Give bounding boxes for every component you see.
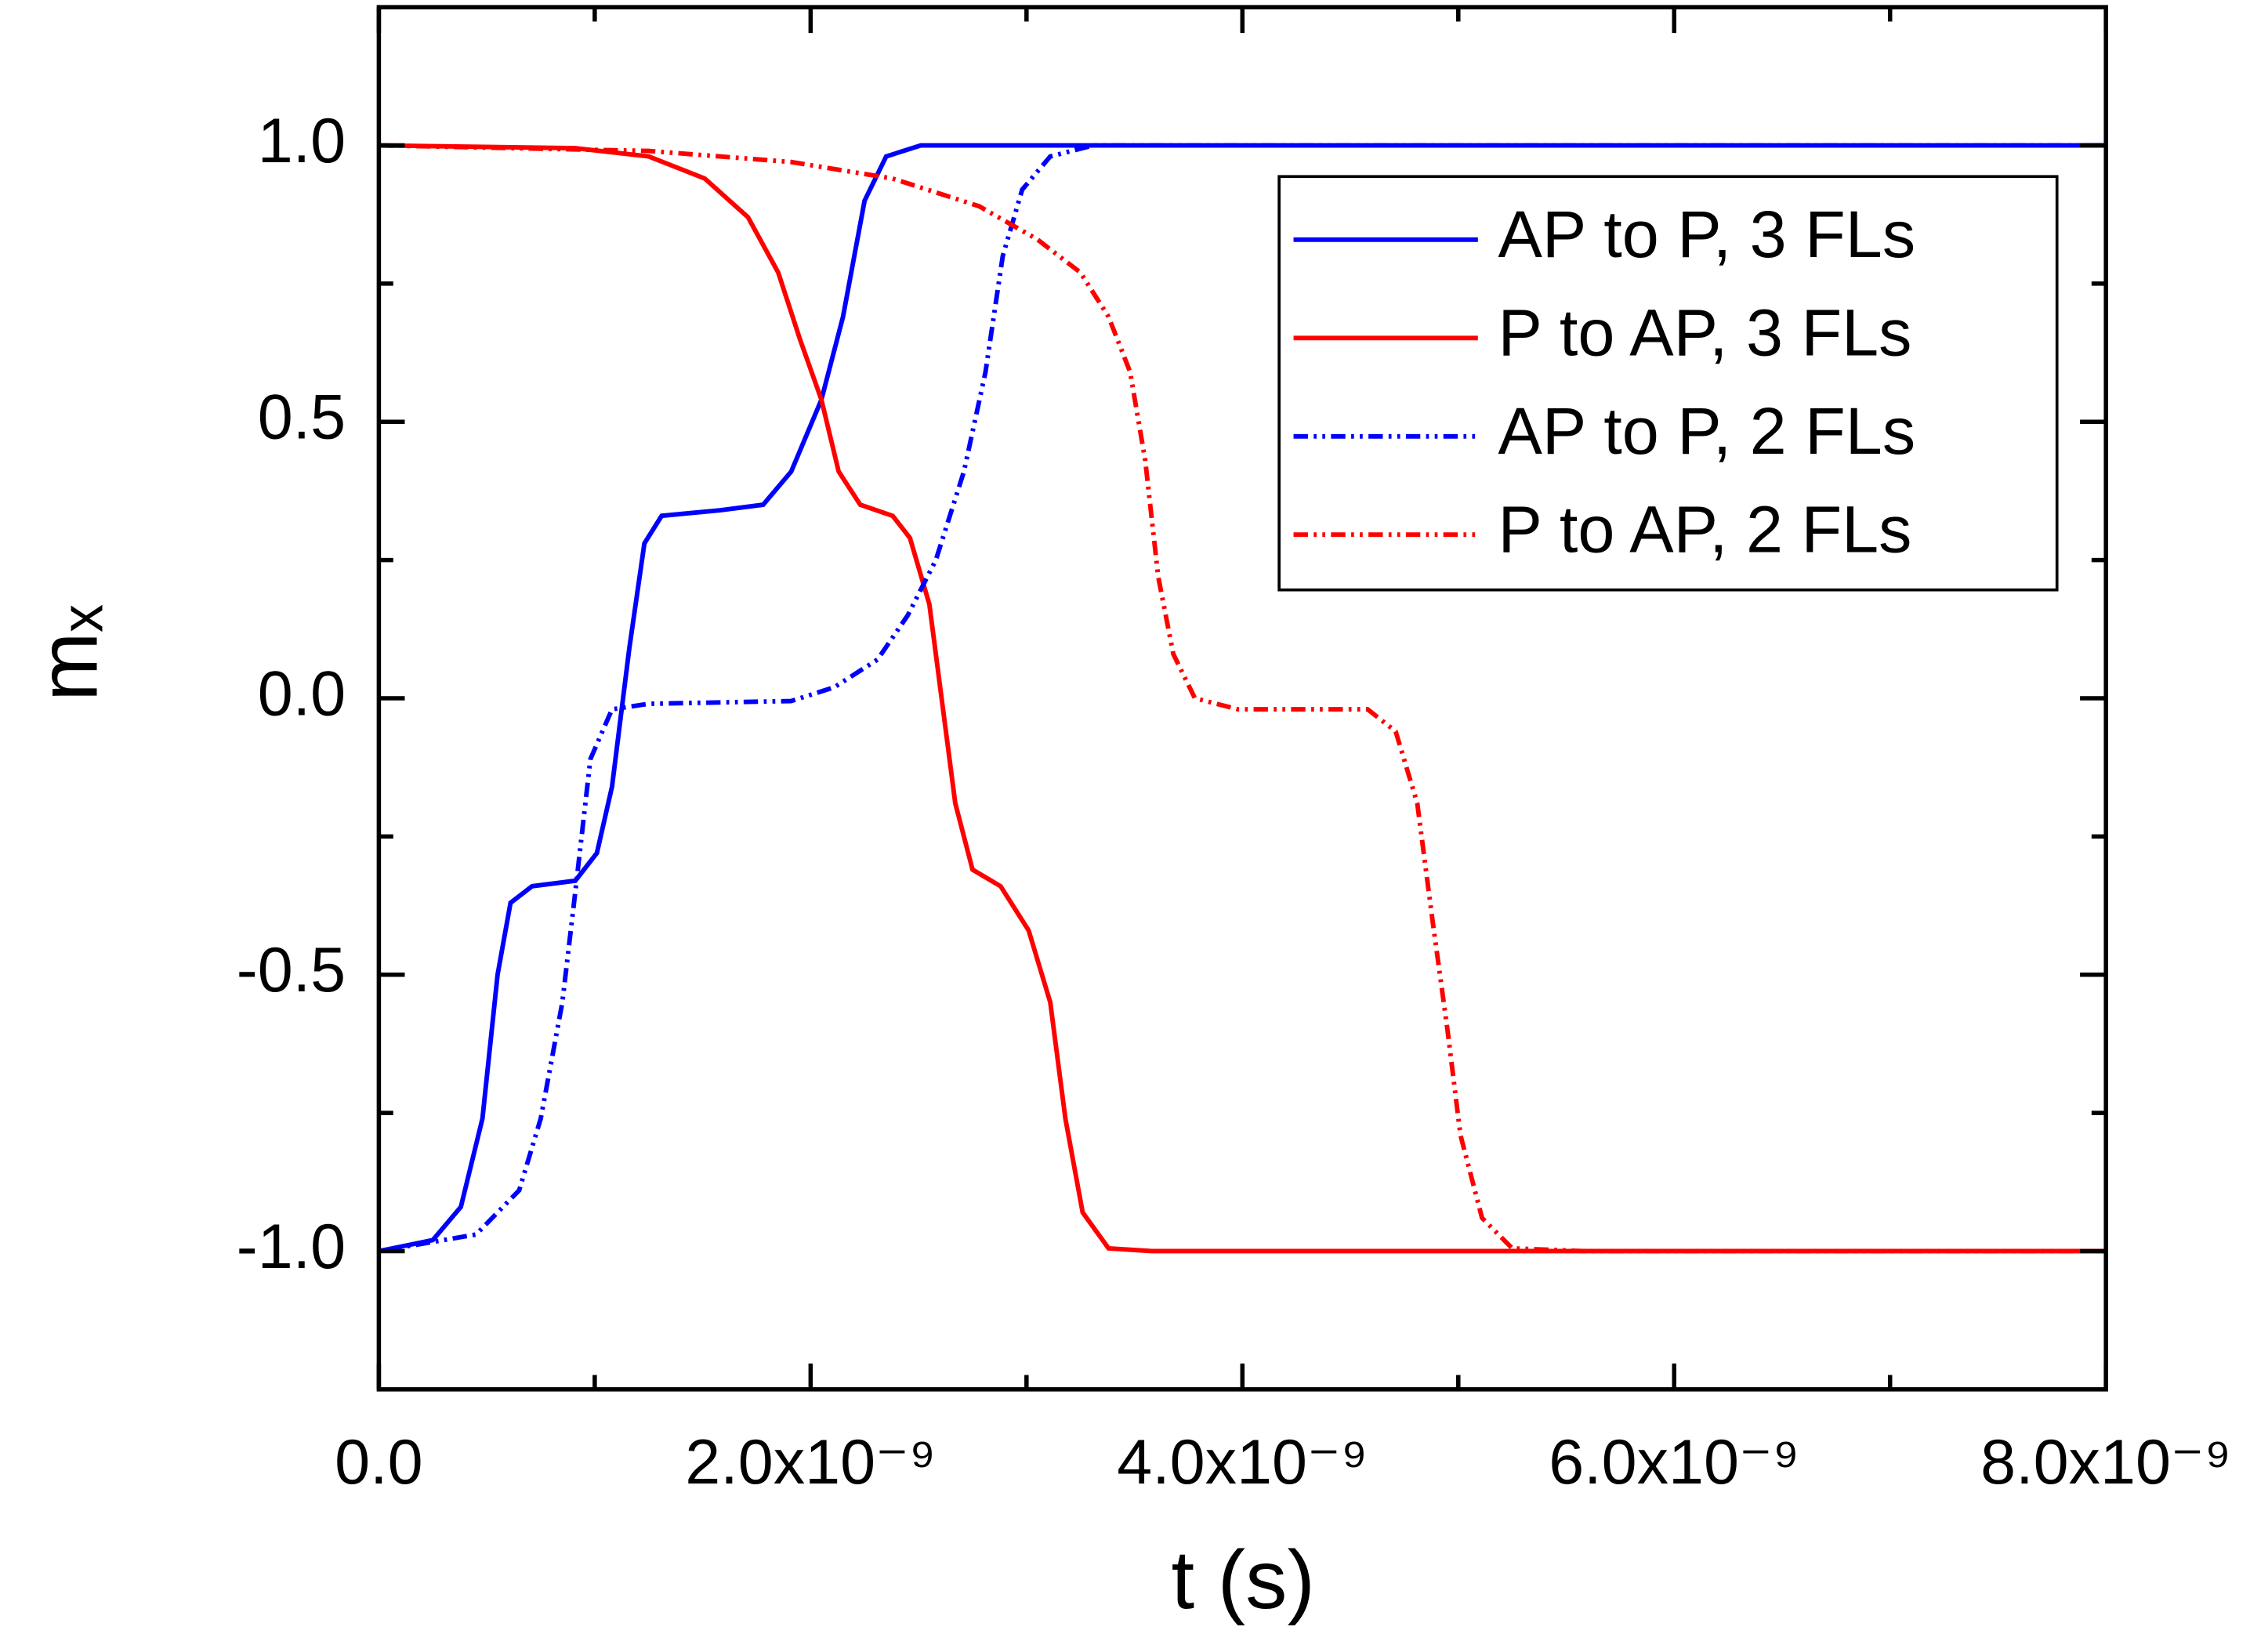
y-tick-label: -1.0 bbox=[237, 1212, 346, 1282]
y-tick-label: 1.0 bbox=[258, 106, 346, 176]
data-line bbox=[379, 143, 2107, 1254]
legend-label: AP to P, 2 FLs bbox=[1498, 394, 1916, 468]
y-tick-label: -0.5 bbox=[237, 935, 346, 1005]
x-tick-label: 6.0x10⁻⁹ bbox=[1549, 1427, 1799, 1498]
legend-label: P to AP, 3 FLs bbox=[1498, 296, 1912, 370]
legend-label: AP to P, 3 FLs bbox=[1498, 197, 1916, 271]
y-tick-label: 0.0 bbox=[258, 658, 346, 729]
legend-label: P to AP, 2 FLs bbox=[1498, 493, 1912, 567]
data-line bbox=[378, 143, 2107, 1254]
y-axis-title: mₓ bbox=[22, 605, 115, 701]
data-line bbox=[378, 143, 2107, 1254]
x-axis-title: t (s) bbox=[1171, 1533, 1315, 1626]
x-tick-label: 2.0x10⁻⁹ bbox=[685, 1427, 936, 1498]
x-tick-label: 0.0 bbox=[335, 1427, 422, 1498]
data-line bbox=[379, 143, 2107, 1254]
x-tick-label: 8.0x10⁻⁹ bbox=[1980, 1427, 2231, 1498]
x-tick-label: 4.0x10⁻⁹ bbox=[1117, 1427, 1368, 1498]
legend: AP to P, 3 FLs P to AP, 3 FLs AP to P, 2 F… bbox=[1277, 175, 2059, 592]
legend-box bbox=[1277, 175, 2059, 592]
y-tick-label: 0.5 bbox=[258, 382, 346, 453]
